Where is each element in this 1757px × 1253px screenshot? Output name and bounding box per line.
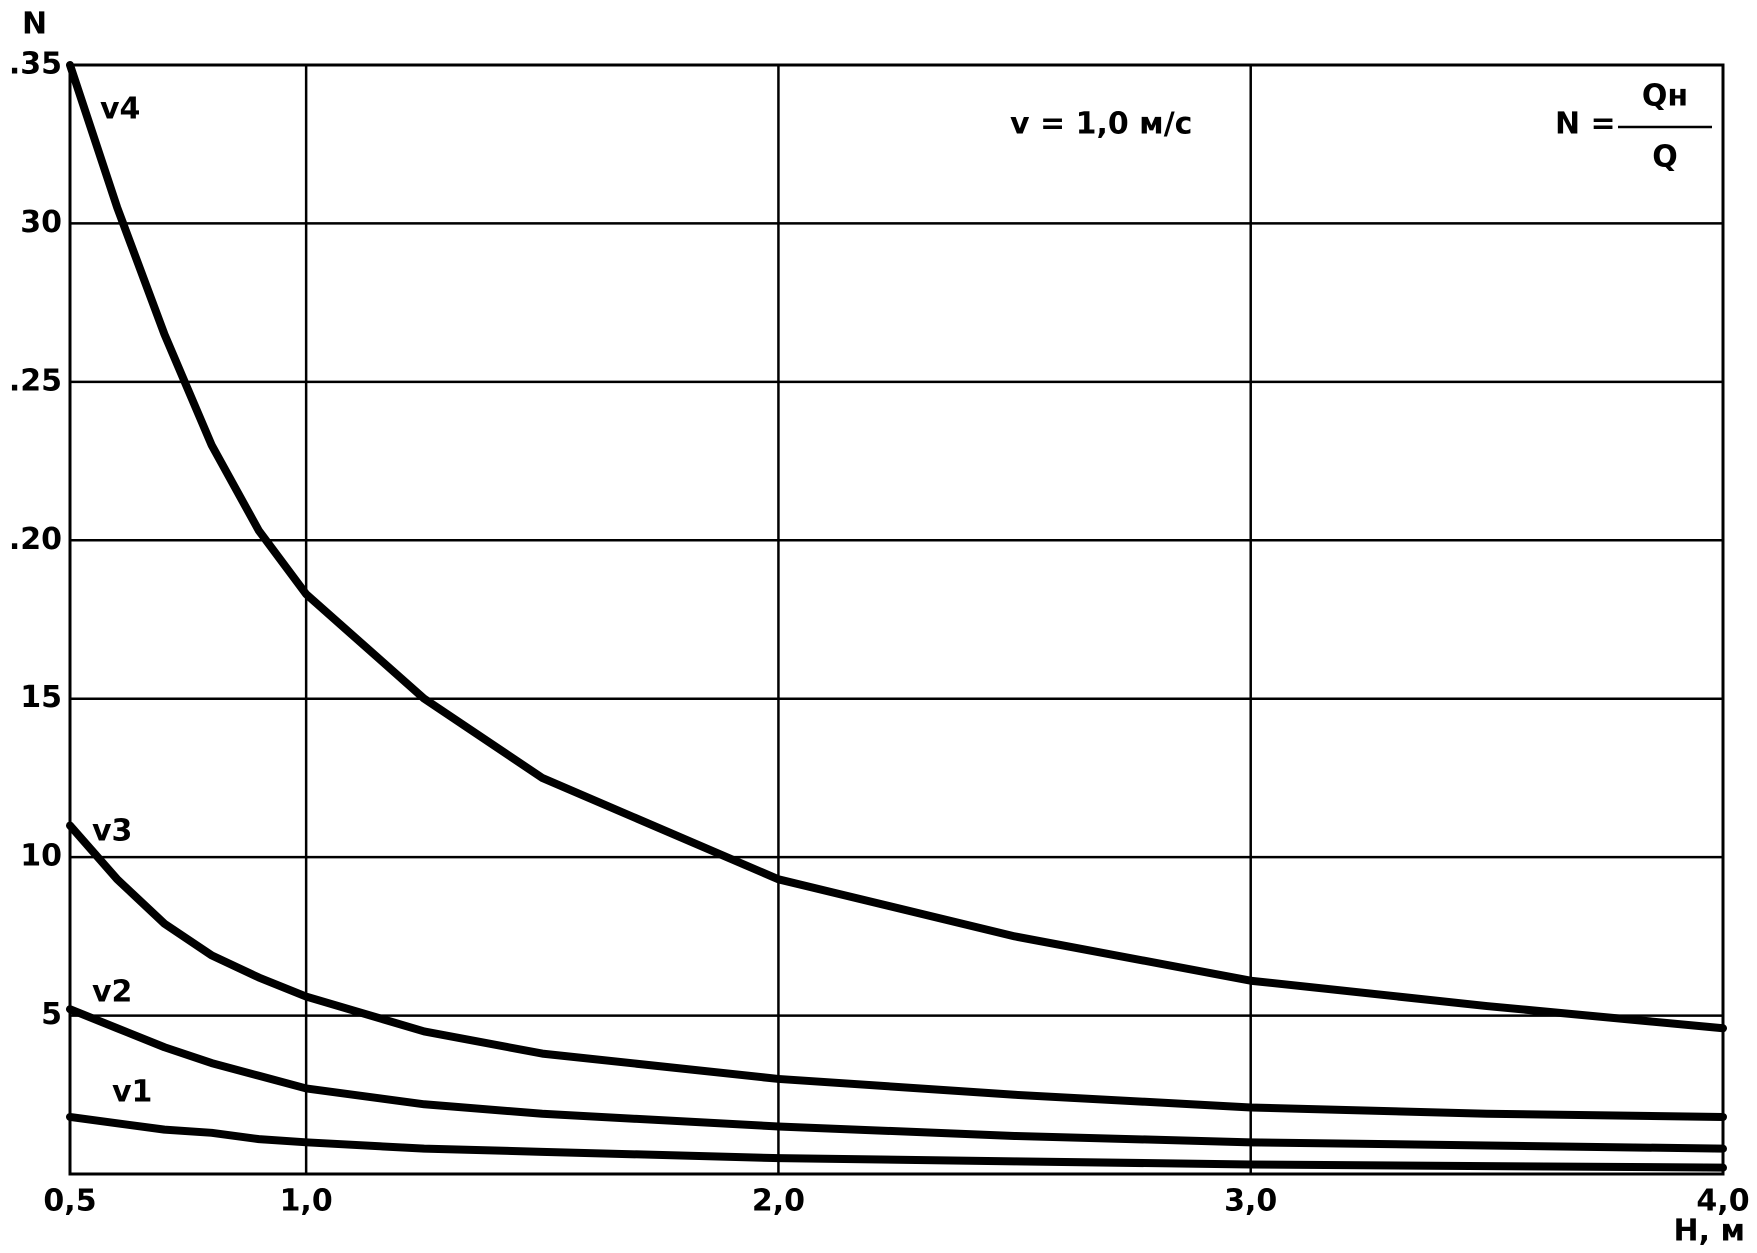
curve xyxy=(66,1005,1727,1153)
formula-denominator: Q xyxy=(1652,140,1678,175)
y-tick-label: .25 xyxy=(9,363,62,398)
y-axis-label: N xyxy=(22,7,47,42)
series-label: v4 xyxy=(100,92,140,127)
y-tick-label: 30 xyxy=(20,205,62,240)
y-tick-label: .35 xyxy=(9,47,62,82)
x-tick-label: 1,0 xyxy=(280,1184,333,1219)
curve xyxy=(66,61,1727,1033)
speed-annotation: v = 1,0 м/с xyxy=(1010,107,1192,142)
series-label: v1 xyxy=(112,1075,152,1110)
x-tick-label: 3,0 xyxy=(1224,1184,1277,1219)
x-tick-label: 0,5 xyxy=(43,1184,96,1219)
series-label: v3 xyxy=(92,814,132,849)
curve xyxy=(66,1112,1727,1172)
formula-left: N = xyxy=(1555,107,1616,142)
y-tick-label: 15 xyxy=(20,680,62,715)
x-axis-label: H, м xyxy=(1674,1214,1745,1249)
x-tick-label: 2,0 xyxy=(752,1184,805,1219)
y-tick-label: 5 xyxy=(41,997,62,1032)
curve xyxy=(66,821,1727,1121)
y-tick-label: .20 xyxy=(9,522,62,557)
formula-numerator: Qн xyxy=(1642,79,1688,114)
y-tick-label: 10 xyxy=(20,839,62,874)
x-tick-label: 4,0 xyxy=(1696,1184,1749,1219)
series-label: v2 xyxy=(92,975,132,1010)
